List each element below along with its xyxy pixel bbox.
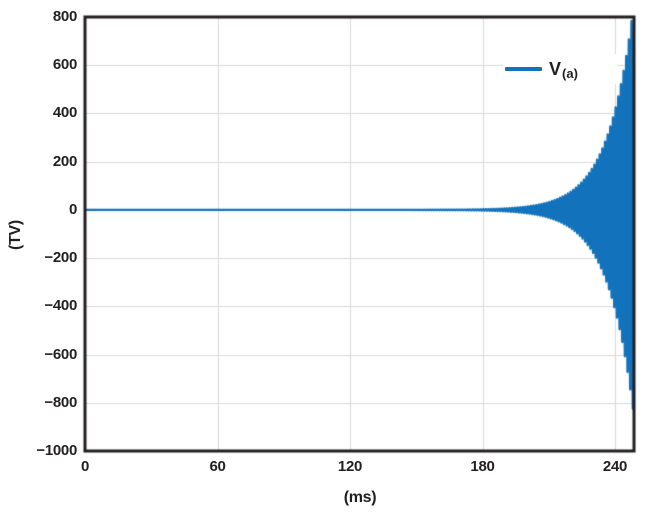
y-tick-label-8: −800 <box>44 393 77 411</box>
y-tick-label-5: −200 <box>44 249 77 267</box>
x-tick-label-3: 180 <box>470 458 495 475</box>
legend-series-label: V <box>549 58 562 79</box>
y-axis-title: (TV) <box>7 220 24 250</box>
x-tick-label-0: 0 <box>80 458 90 475</box>
x-tick-label-2: 120 <box>337 458 363 475</box>
y-tick-label-6: −400 <box>44 297 77 315</box>
x-tick-label-4: 240 <box>602 458 628 475</box>
y-tick-label-4: 0 <box>68 200 77 218</box>
y-tick-label-2: 400 <box>52 104 77 122</box>
y-tick-label-3: 200 <box>52 152 77 170</box>
y-tick-label-0: 800 <box>52 8 77 25</box>
y-tick-label-7: −600 <box>44 345 77 363</box>
x-axis-title: (ms) <box>343 489 377 506</box>
legend-line-swatch <box>505 67 542 71</box>
legend: V (a) <box>503 54 617 84</box>
x-tick-label-1: 60 <box>209 458 226 475</box>
y-tick-label-9: −1000 <box>36 442 77 459</box>
legend-series-sublabel: (a) <box>562 65 578 81</box>
y-tick-label-1: 600 <box>52 56 77 74</box>
